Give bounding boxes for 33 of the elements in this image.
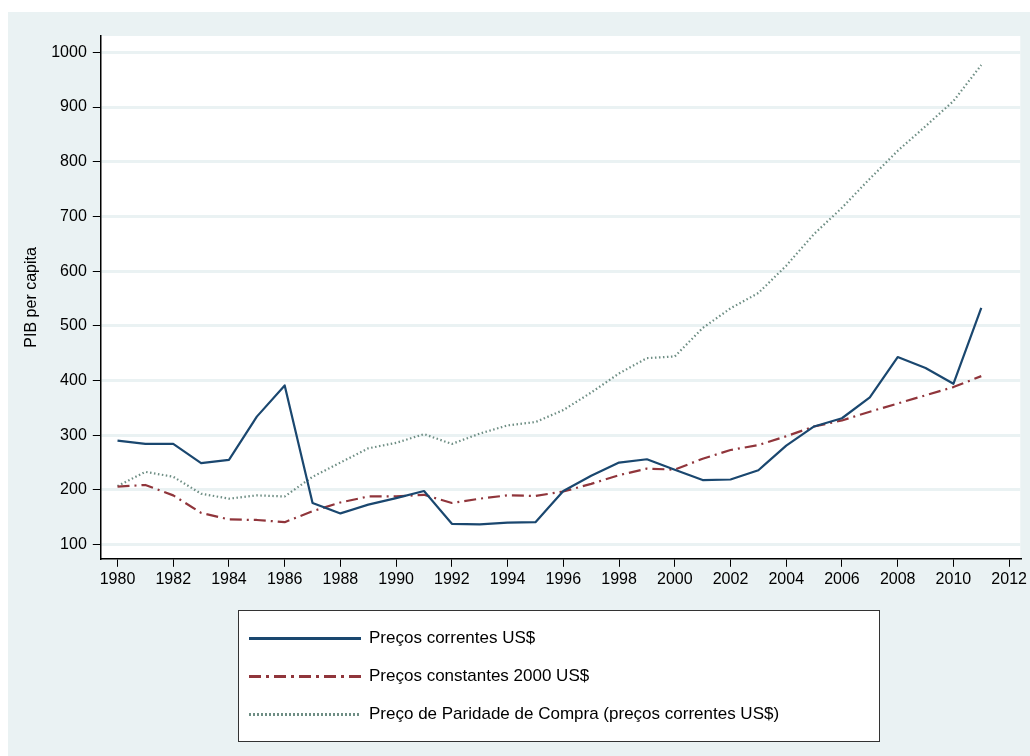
y-tick-label: 900	[60, 97, 87, 115]
y-tick-label: 800	[60, 152, 87, 170]
x-tick-label: 1996	[545, 569, 582, 587]
legend-label: Preços correntes US$	[369, 628, 536, 648]
y-tick-label: 300	[60, 425, 87, 443]
x-tick-label: 1984	[211, 569, 247, 587]
y-tick-label: 600	[60, 261, 87, 279]
x-tick-label: 1992	[434, 569, 470, 587]
y-tick-label: 200	[60, 480, 87, 498]
x-tick-label: 2012	[991, 569, 1028, 587]
x-tick-label: 1986	[266, 569, 303, 587]
x-tick-label: 1998	[601, 569, 637, 587]
x-tick-label: 2002	[712, 569, 749, 587]
line-series	[116, 63, 983, 500]
x-tick-label: 1994	[489, 569, 526, 587]
x-tick-label: 2004	[768, 569, 805, 587]
y-tick-label: 500	[60, 316, 87, 334]
x-tick-label: 2000	[656, 569, 693, 587]
line-series	[116, 375, 983, 524]
y-tick-label: 400	[60, 370, 87, 388]
x-tick-label: 1988	[322, 569, 359, 587]
y-tick-label: 700	[60, 206, 87, 224]
x-tick-label: 1982	[155, 569, 192, 587]
y-axis-title: PIB per capita	[22, 247, 40, 348]
x-tick-label: 1990	[378, 569, 415, 587]
x-tick-label: 2010	[935, 569, 972, 587]
y-tick-label: 1000	[51, 42, 87, 60]
legend-label: Preço de Paridade de Compra (preços correntes US$)	[369, 704, 780, 724]
x-tick-label: 2008	[879, 569, 916, 587]
x-tick-label: 1980	[99, 569, 136, 587]
y-tick-label: 100	[60, 534, 87, 552]
legend-label: Preços constantes 2000 US$	[369, 666, 590, 686]
x-tick-label: 2006	[824, 569, 860, 587]
